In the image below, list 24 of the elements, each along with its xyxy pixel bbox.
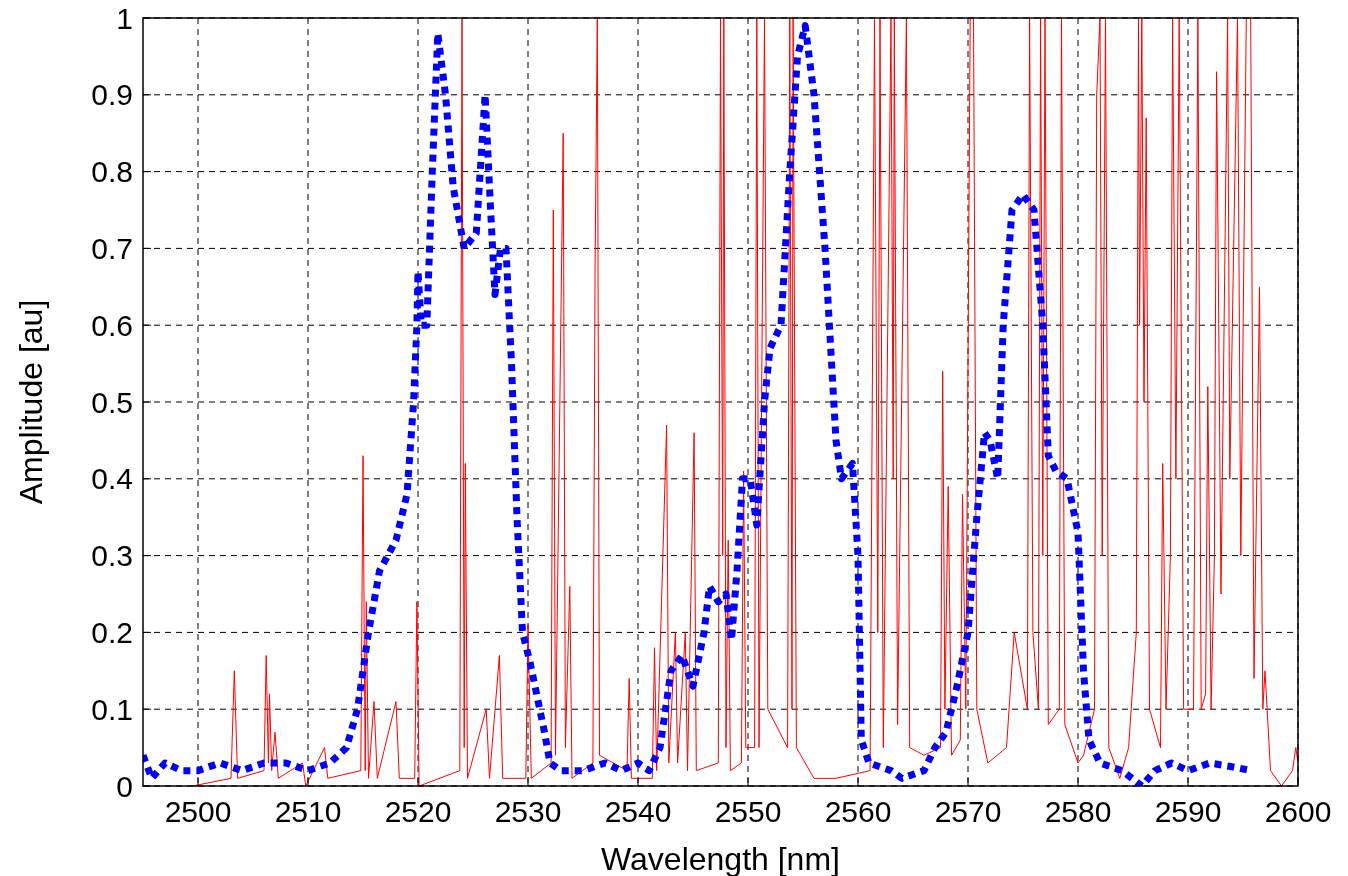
y-tick-label: 0.8 xyxy=(91,155,133,189)
x-tick-label: 2590 xyxy=(1154,795,1222,828)
x-tick-label: 2500 xyxy=(164,795,232,828)
x-tick-label: 2570 xyxy=(934,795,1002,828)
y-tick-label: 0.5 xyxy=(91,385,133,419)
x-tick-label: 2550 xyxy=(714,795,782,828)
y-tick-label: 1 xyxy=(116,1,133,35)
x-tick-label: 2540 xyxy=(604,795,672,828)
y-tick-label: 0.2 xyxy=(91,615,133,649)
x-tick-label: 2580 xyxy=(1044,795,1112,828)
y-tick-label: 0.4 xyxy=(91,462,133,496)
x-tick-label: 2600 xyxy=(1264,795,1332,828)
y-tick-label: 0.6 xyxy=(91,308,133,342)
x-axis-title: Wavelength [nm] xyxy=(601,841,840,876)
y-tick-label: 0.3 xyxy=(91,539,133,573)
y-tick-label: 0.7 xyxy=(91,231,133,265)
y-tick-label: 0 xyxy=(116,769,133,803)
x-tick-label: 2560 xyxy=(824,795,892,828)
y-tick-label: 0.9 xyxy=(91,78,133,112)
x-tick-label: 2510 xyxy=(274,795,342,828)
x-tick-label: 2520 xyxy=(384,795,452,828)
x-tick-label: 2530 xyxy=(494,795,562,828)
y-tick-label: 0.1 xyxy=(91,692,133,726)
y-axis-title: Amplitude [au] xyxy=(13,299,49,505)
